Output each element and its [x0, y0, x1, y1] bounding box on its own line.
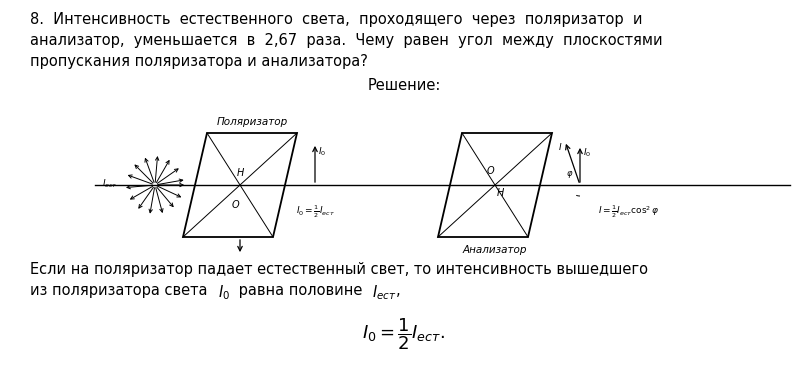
Text: $I=\frac{1}{2}I_{ест}\cos^2\varphi$: $I=\frac{1}{2}I_{ест}\cos^2\varphi$: [598, 203, 659, 220]
Text: $I_0$: $I_0$: [318, 145, 326, 158]
Text: $I_0=\frac{1}{2}I_{ест}$: $I_0=\frac{1}{2}I_{ест}$: [295, 203, 334, 220]
Text: $I_0$: $I_0$: [218, 283, 230, 302]
Text: $I_{ест}$: $I_{ест}$: [372, 283, 396, 302]
Text: $I_{ест}$: $I_{ест}$: [102, 177, 118, 189]
Text: $I$: $I$: [557, 141, 562, 152]
Text: Поляризатор: Поляризатор: [216, 117, 288, 127]
Text: Н: Н: [236, 168, 244, 178]
Text: Анализатор: Анализатор: [463, 245, 527, 255]
Text: из поляризатора света: из поляризатора света: [30, 283, 212, 298]
Text: пропускания поляризатора и анализатора?: пропускания поляризатора и анализатора?: [30, 54, 368, 69]
Text: Н: Н: [496, 188, 504, 198]
Text: О: О: [231, 200, 239, 210]
Text: $\varphi$: $\varphi$: [566, 169, 574, 180]
Text: равна половине: равна половине: [234, 283, 367, 298]
Text: $I_0$: $I_0$: [583, 146, 591, 158]
Text: ,: ,: [396, 283, 400, 298]
Text: Если на поляризатор падает естественный свет, то интенсивность вышедшего: Если на поляризатор падает естественный …: [30, 262, 648, 277]
Text: анализатор,  уменьшается  в  2,67  раза.  Чему  равен  угол  между  плоскостями: анализатор, уменьшается в 2,67 раза. Чем…: [30, 33, 663, 48]
Text: О: О: [486, 166, 493, 176]
Text: 8.  Интенсивность  естественного  света,  проходящего  через  поляризатор  и: 8. Интенсивность естественного света, пр…: [30, 12, 642, 27]
Text: Решение:: Решение:: [367, 78, 441, 93]
Text: $I_0 = \dfrac{1}{2}I_{ест}.$: $I_0 = \dfrac{1}{2}I_{ест}.$: [362, 316, 446, 352]
